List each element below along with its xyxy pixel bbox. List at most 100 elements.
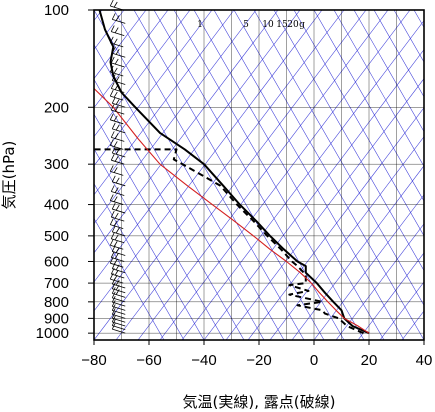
barb-shaft (112, 301, 126, 307)
barb-feather (110, 103, 115, 111)
barb-feather (110, 251, 115, 258)
wind-barb (110, 25, 125, 36)
barb-shaft (112, 102, 126, 108)
barb-feather (111, 13, 116, 20)
dry-adiabat-line (313, 194, 424, 340)
wind-barb (110, 185, 125, 196)
barb-feather (114, 234, 119, 240)
barb-shaft (110, 42, 124, 48)
moist-adiabat-line (94, 44, 265, 340)
barb-feather (109, 113, 114, 120)
barb-feather (110, 56, 115, 64)
barb-shaft (110, 200, 124, 205)
barb-feather (114, 269, 119, 276)
barb-feather (115, 15, 120, 21)
y-tick-label: 100 (44, 2, 69, 19)
barb-feather (113, 91, 118, 98)
barb-feather (111, 146, 116, 154)
barb-shaft (111, 273, 125, 279)
wind-barb (109, 36, 124, 48)
barb-feather (113, 220, 118, 226)
barb-shaft (111, 88, 125, 93)
barb-shaft (110, 262, 124, 268)
barb-feather (111, 304, 116, 311)
barb-shaft (112, 305, 126, 311)
dry-adiabat-line (137, 10, 389, 340)
dry-adiabat-line (225, 78, 424, 340)
moist-adiabat-line (94, 113, 225, 340)
wind-barb (110, 154, 125, 165)
moist-adiabat-line (353, 10, 424, 133)
barb-feather (109, 36, 114, 43)
barb-feather (109, 89, 114, 97)
barb-shaft (112, 52, 126, 58)
moist-adiabat-line (333, 10, 424, 167)
barb-shaft (111, 191, 125, 196)
wind-barb (110, 56, 125, 68)
wind-barb (111, 322, 126, 334)
barb-feather (110, 82, 115, 89)
y-axis-title: 気圧(hPa) (0, 141, 18, 210)
wind-barb (109, 218, 124, 230)
barb-feather (111, 287, 116, 294)
barb-shaft (110, 71, 124, 77)
mixing-ratio-labels: 1 5 10 15 20 g (197, 20, 305, 30)
barb-shaft (112, 292, 126, 298)
x-tick-label: 20 (361, 352, 378, 369)
barb-feather (109, 65, 114, 73)
moist-adiabat-line (94, 183, 185, 340)
barb-feather (111, 300, 116, 307)
barb-shaft (112, 288, 126, 294)
barb-shaft (111, 257, 125, 262)
barb-feather (111, 122, 116, 130)
moist-adiabat-line (94, 10, 285, 340)
barb-feather (111, 74, 116, 81)
wind-barb (111, 74, 126, 85)
dry-adiabat-line (94, 10, 301, 283)
barb-feather (115, 177, 120, 184)
barb-shaft (112, 297, 126, 303)
barb-feather (114, 27, 119, 33)
barb-feather (115, 289, 120, 295)
moist-adiabat-line (313, 10, 424, 202)
dry-adiabat-line (379, 281, 424, 340)
wind-barb (109, 89, 124, 101)
moist-adiabat-line (94, 148, 205, 340)
barb-feather (115, 99, 120, 105)
barb-feather (110, 210, 115, 218)
barb-shaft (111, 62, 125, 68)
barb-feather (109, 239, 114, 246)
barb-feather (111, 225, 116, 233)
sounding-profiles (94, 10, 370, 335)
wind-barb (109, 65, 124, 77)
barb-shaft (112, 317, 126, 323)
barb-shaft (110, 171, 124, 176)
barb-shaft (111, 159, 125, 165)
wind-barb (110, 103, 125, 115)
temperature-line (98, 10, 370, 335)
dry-adiabat-line (94, 10, 147, 80)
dry-adiabat-line (335, 223, 424, 340)
wind-barb (109, 239, 124, 250)
dry-adiabat-line (357, 252, 424, 340)
y-tick-label: 1000 (36, 325, 69, 342)
barb-shaft (110, 145, 124, 150)
wind-barb (109, 139, 124, 150)
barb-feather (115, 148, 120, 155)
adiabat-lines (94, 10, 424, 340)
y-tick-label: 800 (44, 294, 69, 311)
barb-feather (111, 202, 116, 210)
barb-feather (114, 212, 119, 219)
moist-adiabat-line (213, 10, 405, 340)
x-axis-title: 気温(実線), 露点(破線) (183, 393, 336, 411)
barb-shaft (112, 313, 126, 319)
dry-adiabat-line (181, 20, 424, 340)
barb-feather (110, 154, 115, 161)
barb-shaft (111, 31, 125, 36)
x-tick-label: −80 (81, 352, 106, 369)
x-tick-label: 0 (310, 352, 318, 369)
barb-feather (114, 133, 119, 139)
mixing-ratio-label: 15 (276, 20, 288, 30)
wind-barb (110, 232, 125, 244)
